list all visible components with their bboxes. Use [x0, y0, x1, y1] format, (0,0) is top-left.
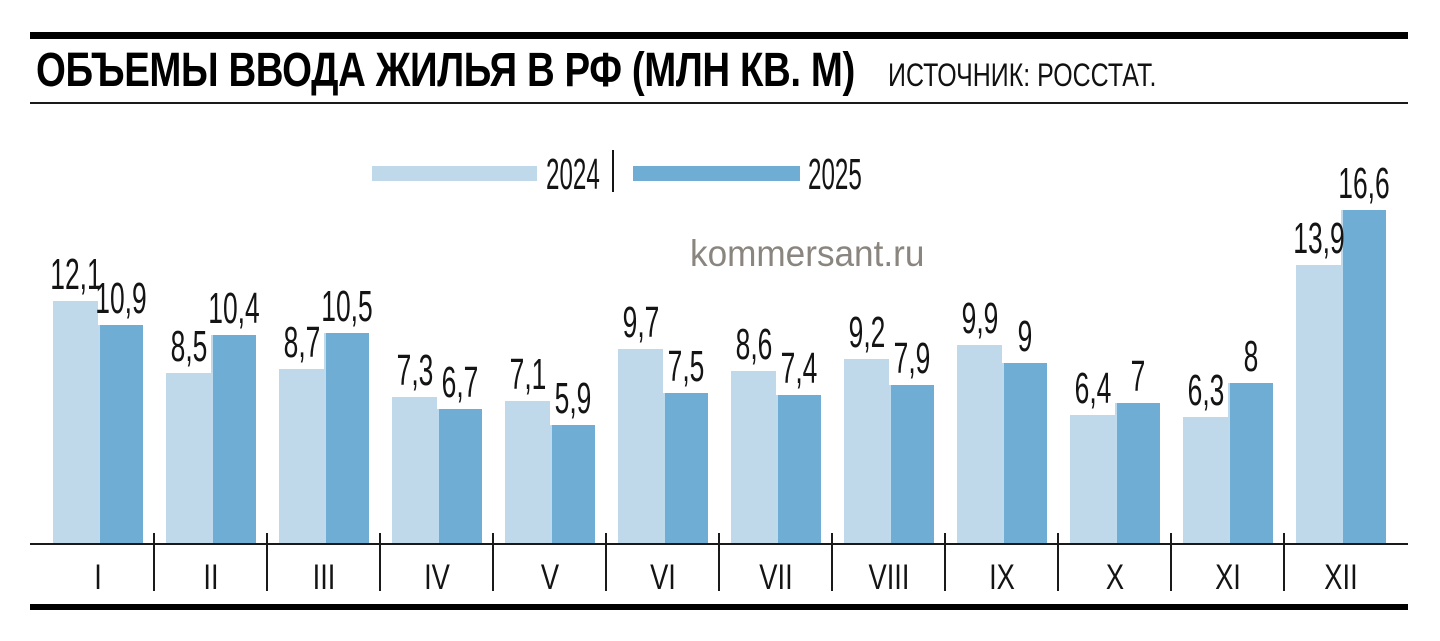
value-label-2024-IV: 7,3: [396, 346, 433, 396]
value-label-2024-VIII: 9,2: [848, 308, 885, 358]
value-label-2025-I: 10,9: [94, 273, 147, 323]
source-label: ИСТОЧНИК: РОССТАТ.: [888, 57, 1157, 93]
month-label-XI: XI: [1214, 558, 1241, 597]
value-label-2025-VIII: 7,9: [893, 334, 930, 384]
legend-swatch-2025: [633, 166, 800, 181]
value-label-2025-VI: 7,5: [667, 342, 704, 392]
bar-2025-I: [98, 324, 143, 544]
value-label-2024-V: 7,1: [509, 350, 546, 400]
bar-2025-II: [211, 334, 256, 544]
bar-2024-VIII: [844, 359, 889, 544]
value-label-2024-XI: 6,3: [1187, 366, 1224, 416]
bar-2024-VII: [731, 371, 776, 544]
month-label-VIII: VIII: [868, 558, 909, 597]
month-label-II: II: [202, 558, 219, 597]
bar-2024-XI: [1183, 417, 1228, 544]
month-label-V: V: [540, 558, 559, 597]
axis-tick: [1057, 533, 1059, 591]
value-label-2024-IX: 9,9: [961, 294, 998, 343]
bar-2024-II: [166, 373, 211, 544]
axis-tick: [944, 533, 946, 591]
value-label-2024-XII: 13,9: [1292, 213, 1345, 263]
value-label-2025-VII: 7,4: [780, 344, 817, 394]
axis-tick: [153, 533, 155, 591]
axis-tick: [831, 533, 833, 591]
bar-2024-III: [279, 369, 324, 544]
bar-2025-VIII: [889, 385, 934, 544]
value-label-2025-V: 5,9: [554, 374, 591, 424]
bar-2024-VI: [618, 349, 663, 544]
legend-label-2025: 2025: [808, 150, 862, 199]
bar-2025-III: [324, 332, 369, 544]
top-rule: [30, 32, 1408, 39]
axis-tick: [492, 533, 494, 591]
bottom-rule: [30, 604, 1408, 610]
month-label-VI: VI: [649, 558, 676, 597]
value-label-2025-III: 10,5: [320, 281, 373, 331]
bar-2024-IV: [392, 397, 437, 544]
bar-2025-IV: [437, 409, 482, 544]
month-label-VII: VII: [758, 558, 793, 597]
value-label-2024-VI: 9,7: [622, 298, 659, 348]
bar-2025-X: [1115, 403, 1160, 544]
month-label-III: III: [312, 558, 335, 597]
bar-2024-I: [53, 300, 98, 544]
axis-tick: [1283, 533, 1285, 591]
value-label-2025-XI: 8: [1243, 332, 1258, 382]
axis-tick: [605, 533, 607, 591]
bar-2024-XII: [1296, 264, 1341, 544]
month-label-IV: IV: [423, 558, 450, 597]
bar-2024-IX: [957, 345, 1002, 544]
axis-tick: [1170, 533, 1172, 591]
month-label-I: I: [93, 558, 102, 597]
month-label-XII: XII: [1323, 558, 1358, 597]
value-label-2024-VII: 8,6: [735, 320, 772, 370]
month-label-X: X: [1105, 558, 1124, 597]
legend-swatch-2024: [372, 166, 537, 181]
value-label-2024-II: 8,5: [170, 322, 207, 372]
value-label-2024-III: 8,7: [283, 318, 320, 368]
bar-2024-X: [1070, 415, 1115, 544]
legend-label-2024: 2024: [546, 150, 600, 199]
value-label-2025-IX: 9: [1017, 312, 1032, 362]
bar-2025-V: [550, 425, 595, 544]
value-label-2024-X: 6,4: [1074, 364, 1111, 414]
bar-2025-XI: [1228, 383, 1273, 544]
value-label-2025-XII: 16,6: [1337, 159, 1390, 209]
chart-title: ОБЪЕМЫ ВВОДА ЖИЛЬЯ В РФ (МЛН КВ. М): [36, 44, 855, 97]
month-label-IX: IX: [988, 558, 1015, 597]
bar-2025-XII: [1341, 210, 1386, 544]
header-divider: [30, 102, 1408, 104]
axis-tick: [266, 533, 268, 591]
watermark: kommersant.ru: [690, 233, 925, 274]
value-label-2025-IV: 6,7: [441, 358, 478, 408]
value-label-2025-II: 10,4: [207, 283, 260, 333]
value-label-2025-X: 7: [1130, 352, 1145, 402]
value-label-2024-I: 12,1: [49, 249, 102, 299]
axis-tick: [718, 533, 720, 591]
axis-tick: [379, 533, 381, 591]
bar-2024-V: [505, 401, 550, 544]
legend-divider: [612, 150, 614, 192]
bar-2025-VI: [663, 393, 708, 544]
bar-2025-IX: [1002, 363, 1047, 544]
bar-2025-VII: [776, 395, 821, 544]
